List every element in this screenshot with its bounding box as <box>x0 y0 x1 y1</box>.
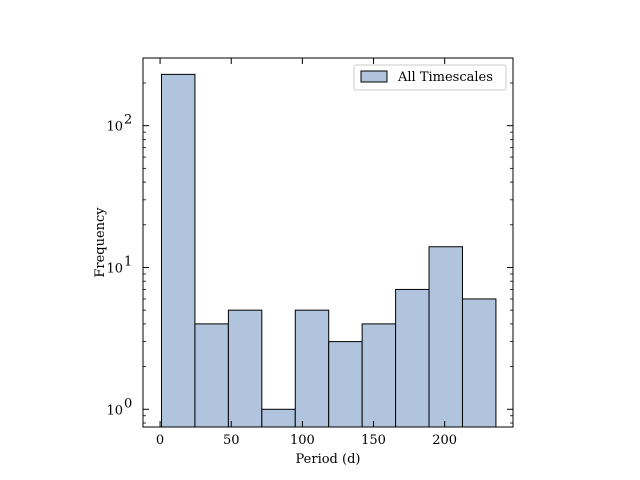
x-axis-label: Period (d) <box>296 452 361 467</box>
x-tick-label: 50 <box>223 433 240 448</box>
histogram-bar <box>162 74 195 427</box>
y-axis-label: Frequency <box>93 207 108 278</box>
legend-swatch <box>361 71 387 82</box>
histogram-bar <box>429 247 462 427</box>
x-tick-label: 200 <box>432 433 457 448</box>
histogram-bar <box>262 409 295 427</box>
legend: All Timescales <box>354 65 506 90</box>
histogram-bar <box>396 289 429 427</box>
histogram-bars <box>162 74 496 427</box>
y-tick-label: 10 <box>106 120 123 135</box>
histogram-bar <box>195 324 228 427</box>
histogram-bar <box>462 299 495 427</box>
y-tick-exponent: 0 <box>124 396 132 411</box>
x-tick-label: 100 <box>290 433 315 448</box>
histogram-bar <box>362 324 395 427</box>
x-tick-label: 150 <box>361 433 386 448</box>
histogram-bar <box>329 342 362 427</box>
histogram-bar <box>228 310 261 427</box>
y-tick-exponent: 2 <box>124 113 132 128</box>
x-tick-label: 0 <box>156 433 164 448</box>
y-tick-exponent: 1 <box>124 254 132 269</box>
legend-label: All Timescales <box>397 70 493 85</box>
y-tick-label: 10 <box>106 403 123 418</box>
y-tick-label: 10 <box>106 261 123 276</box>
histogram-bar <box>295 310 328 427</box>
